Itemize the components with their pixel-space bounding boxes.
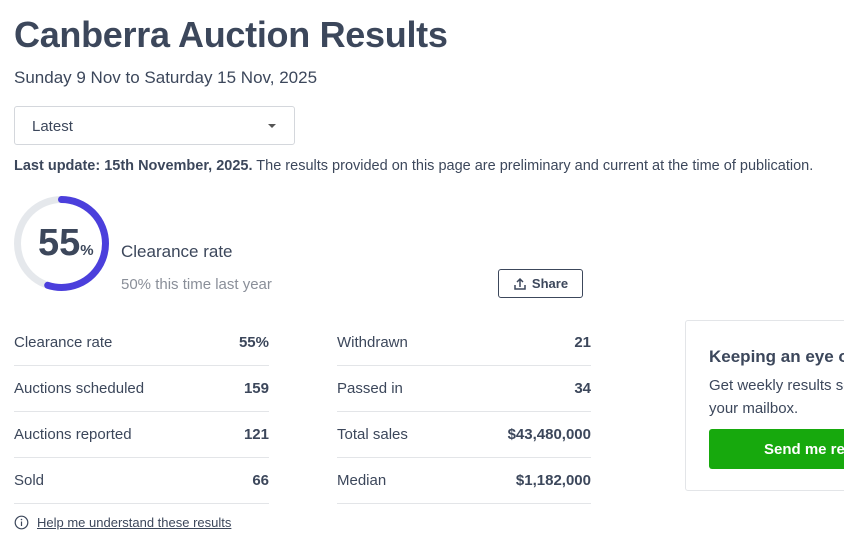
stat-value: $43,480,000 — [507, 426, 591, 443]
stats-table-right: Withdrawn 21 Passed in 34 Total sales $43,480… — [337, 320, 591, 504]
stat-row: Total sales $43,480,000 — [337, 412, 591, 458]
last-update-text: The results provided on this page are pr… — [252, 158, 814, 174]
clearance-unit: % — [80, 242, 94, 259]
ring-progress — [14, 196, 109, 291]
stat-label: Sold — [14, 472, 45, 489]
stat-label: Total sales — [337, 426, 408, 443]
promo-line-2: your mailbox. — [709, 400, 799, 417]
page-title: Canberra Auction Results — [14, 14, 448, 55]
stat-label: Withdrawn — [337, 334, 408, 351]
stats-table-left: Clearance rate 55% Auctions scheduled 159 Au… — [14, 320, 269, 504]
share-icon — [514, 277, 526, 290]
clearance-rate-value: 55% — [38, 222, 94, 265]
stat-label: Auctions scheduled — [14, 380, 145, 397]
email-alert-card: Keeping an eye on Get weekly results sen… — [685, 320, 844, 491]
help-section: Help me understand these results — [14, 515, 231, 530]
last-year-comparison: 50% this time last year — [121, 276, 272, 293]
stat-value: 34 — [574, 380, 591, 397]
share-button[interactable]: Share — [498, 269, 583, 298]
stat-label: Auctions reported — [14, 426, 132, 443]
promo-heading: Keeping an eye on — [709, 347, 844, 366]
stat-row: Sold 66 — [14, 458, 269, 504]
last-update-label: Last update: 15th November, 2025. — [14, 158, 253, 174]
stat-row: Passed in 34 — [337, 366, 591, 412]
stat-value: 121 — [243, 426, 269, 443]
promo-text: Get weekly results sent to your mailbox. — [709, 374, 844, 420]
stat-label: Passed in — [337, 380, 403, 397]
stat-label: Median — [337, 472, 387, 489]
stat-value: 159 — [243, 380, 269, 397]
stat-value: 55% — [238, 334, 269, 351]
date-range: Sunday 9 Nov to Saturday 15 Nov, 2025 — [14, 68, 318, 87]
help-link[interactable]: Help me understand these results — [37, 515, 232, 530]
share-label: Share — [531, 276, 569, 291]
period-select-value: Latest — [32, 118, 73, 135]
last-update-notice: Last update: 15th November, 2025. The re… — [14, 158, 813, 174]
promo-line-1: Get weekly results sent to — [709, 377, 844, 394]
stat-row: Auctions reported 121 — [14, 412, 269, 458]
send-me-results-button[interactable]: Send me results — [709, 429, 844, 469]
stat-value: 66 — [252, 472, 269, 489]
stat-label: Clearance rate — [14, 334, 113, 351]
clearance-rate-label: Clearance rate — [121, 242, 233, 261]
clearance-number: 55 — [38, 222, 81, 264]
stat-row: Clearance rate 55% — [14, 320, 269, 366]
stat-value: $1,182,000 — [515, 472, 591, 489]
clearance-rate-ring — [14, 196, 109, 291]
period-select[interactable]: Latest — [14, 106, 295, 145]
stat-row: Withdrawn 21 — [337, 320, 591, 366]
stat-row: Median $1,182,000 — [337, 458, 591, 504]
stat-value: 21 — [574, 334, 591, 351]
info-icon — [14, 515, 29, 530]
chevron-down-icon — [268, 124, 276, 128]
stat-row: Auctions scheduled 159 — [14, 366, 269, 412]
